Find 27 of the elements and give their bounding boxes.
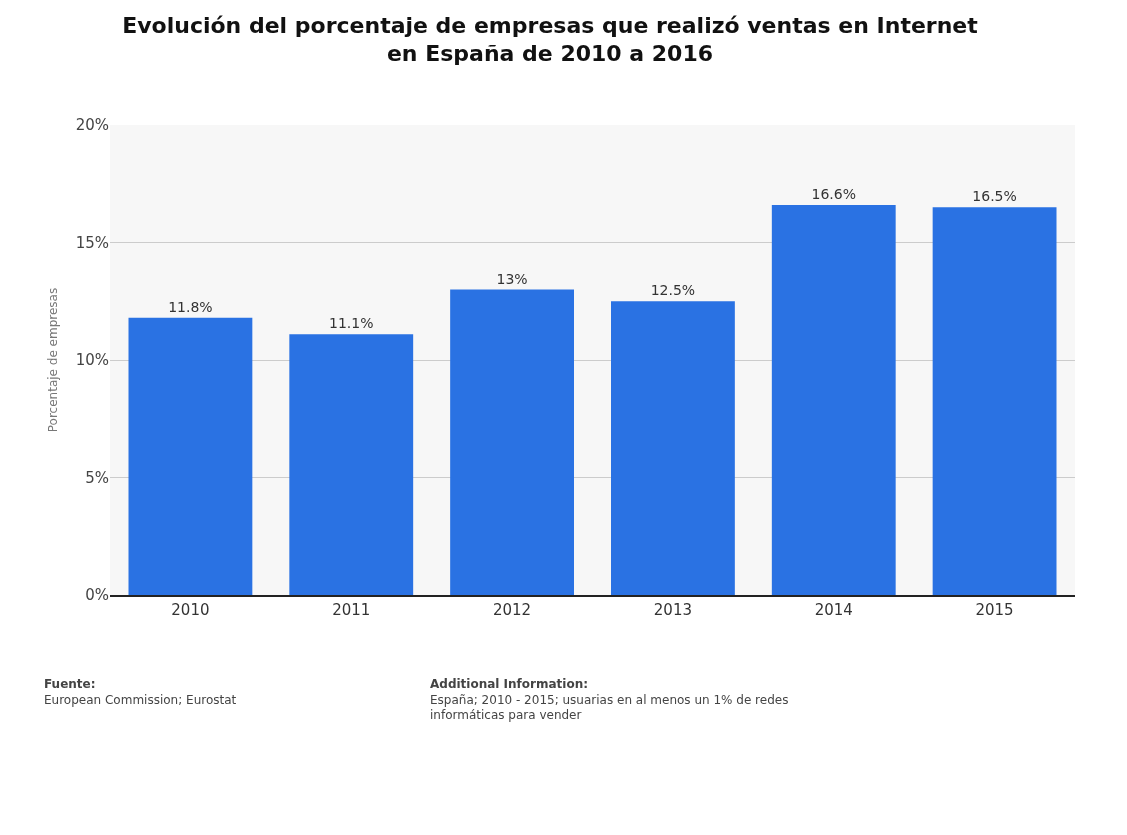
data-label: 12.5%	[650, 282, 696, 299]
y-tick-label: 0%	[85, 586, 109, 605]
y-axis-title: Porcentaje de empresas	[45, 287, 60, 433]
chart-title: Evolución del porcentaje de empresas que realizó ventas en Internet en España de 2010 a 2016	[122, 12, 979, 67]
y-tick-label: 5%	[85, 468, 109, 487]
bar	[611, 301, 735, 595]
bar	[771, 204, 896, 595]
bar	[128, 317, 253, 595]
data-label: 11.1%	[329, 315, 374, 332]
x-tick-label: 2015	[975, 601, 1014, 619]
data-label: 13%	[496, 270, 528, 287]
y-tick-label: 15%	[75, 233, 109, 252]
x-tick-label: 2013	[653, 601, 693, 619]
bar	[289, 334, 414, 595]
bar	[450, 289, 574, 595]
source-note: Fuente: European Commission; Eurostat	[44, 677, 237, 707]
y-tick-label: 10%	[75, 351, 109, 370]
x-tick-label: 2010	[171, 601, 210, 619]
bar	[932, 207, 1057, 595]
x-tick-label: 2012	[492, 601, 532, 619]
data-label: 16.6%	[811, 185, 856, 202]
x-tick-label: 2014	[814, 601, 853, 619]
text: Additional Information: España; 2010 - 2015; usuarias en al menos un 1% de redes informáticas para vender	[430, 677, 789, 723]
y-tick-label: 20%	[75, 116, 109, 135]
x-tick-label: 2011	[332, 601, 371, 619]
data-label: 16.5%	[972, 188, 1017, 205]
data-label: 11.8%	[168, 298, 213, 315]
